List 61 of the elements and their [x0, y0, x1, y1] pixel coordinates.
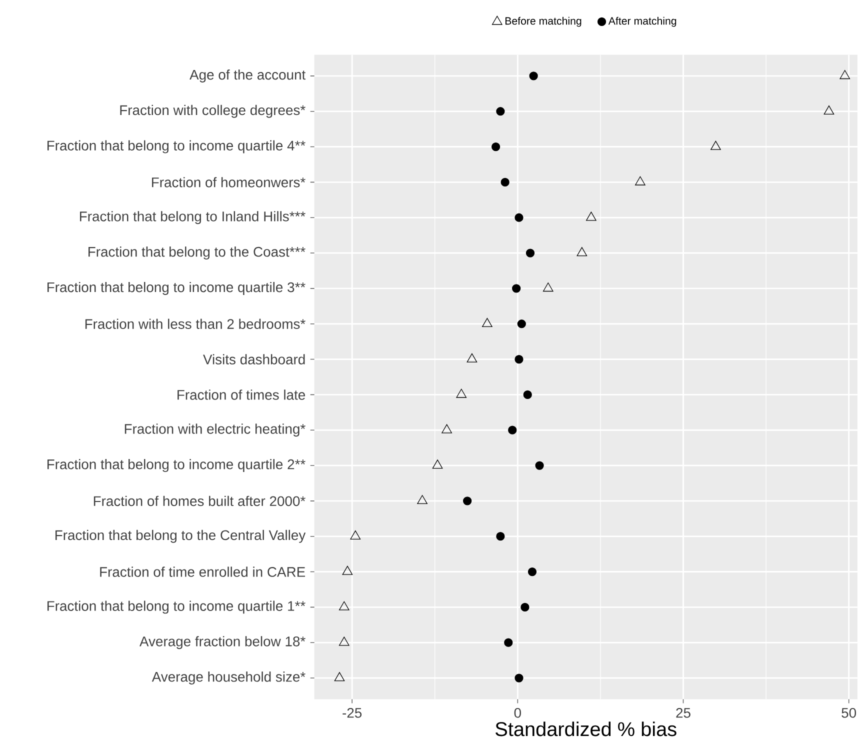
point [442, 424, 452, 434]
point [508, 426, 517, 434]
point [338, 636, 350, 646]
point [514, 354, 524, 364]
point [463, 496, 472, 506]
point [514, 674, 524, 682]
point [526, 248, 535, 258]
y-tick-label: Fraction of homes built after 2000* [94, 496, 306, 506]
y-tick-label: Fraction with electric heating* [124, 424, 306, 437]
legend-label: After matching [608, 16, 676, 27]
point [824, 105, 834, 114]
y-tick-label: Fraction of times late [178, 390, 306, 400]
y-tick-label: Fraction with college degrees* [120, 104, 306, 118]
y-tick-label: Fraction of time enrolled in CARE [100, 566, 306, 577]
point [542, 282, 554, 292]
x-tick-label: 25 [676, 708, 690, 718]
point [342, 566, 353, 575]
point [482, 318, 492, 327]
point [512, 284, 521, 293]
point [528, 567, 537, 576]
point [456, 388, 467, 398]
y-tick-label: Fraction with less than 2 bedrooms* [85, 318, 306, 329]
y-tick-label: Fraction that belong to income quartile 3** [47, 282, 306, 295]
point [520, 602, 530, 612]
y-tick-label: Fraction that belong to Inland Hills*** [80, 211, 306, 224]
point [496, 107, 505, 116]
point [350, 530, 361, 540]
y-tick-label: Average household size* [152, 672, 306, 685]
y-tick-label: Fraction that belong to income quartile 1** [47, 600, 306, 614]
point [514, 213, 524, 222]
point [466, 353, 478, 362]
point [529, 72, 538, 80]
point [840, 70, 850, 80]
point [334, 672, 345, 682]
y-tick-label: Fraction that belong to the Coast*** [88, 246, 306, 260]
x-tick-label: -25 [342, 708, 362, 718]
x-tick-label: 50 [842, 708, 856, 718]
point [586, 212, 596, 221]
point [500, 178, 510, 187]
point [417, 495, 428, 504]
point [492, 142, 500, 152]
point [535, 461, 544, 470]
y-tick-label: Average fraction below 18* [140, 636, 306, 650]
point [635, 176, 646, 186]
point [432, 460, 443, 469]
point [338, 601, 350, 610]
y-tick-label: Age of the account [190, 69, 306, 82]
point [496, 532, 505, 541]
y-tick-label: Fraction that belong to income quartile 4** [47, 140, 306, 154]
x-axis-title: Standardized % bias [496, 722, 676, 736]
y-tick-label: Fraction that belong to income quartile 2** [47, 459, 306, 472]
y-tick-label: Fraction that belong to the Central Valley [55, 530, 306, 543]
legend-label: Before matching [505, 16, 582, 27]
x-tick-label: 0 [514, 708, 521, 718]
point [576, 247, 588, 256]
point [710, 140, 721, 150]
point [517, 320, 526, 328]
y-tick-label: Fraction of homeonwers* [152, 177, 306, 188]
point [523, 390, 532, 400]
y-tick-label: Visits dashboard [203, 354, 305, 364]
point [504, 638, 513, 647]
